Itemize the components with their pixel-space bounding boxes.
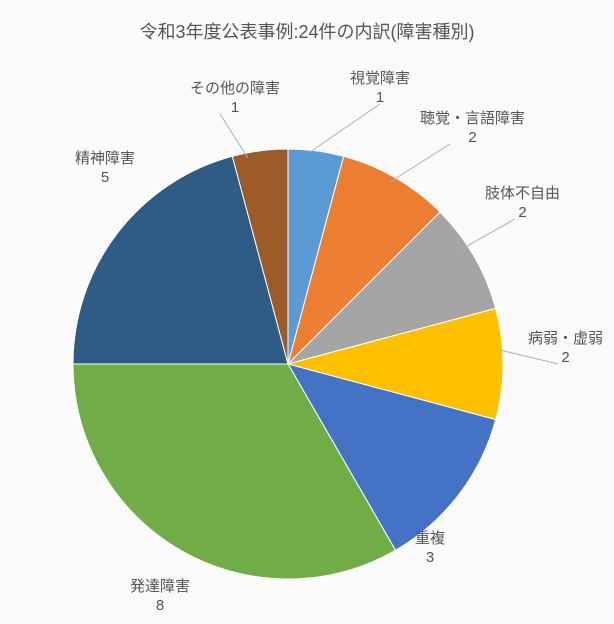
slice-label-text: 発達障害 (130, 578, 190, 597)
slice-label-text: 精神障害 (75, 150, 135, 169)
slice-label-value: 1 (190, 99, 280, 118)
slice-label-value: 5 (75, 169, 135, 188)
slice-label-value: 2 (420, 129, 525, 148)
slice-label: 重複3 (415, 530, 445, 568)
slice-label: 発達障害8 (130, 578, 190, 616)
slice-label: 視覚障害1 (350, 70, 410, 108)
leader-line (390, 144, 450, 182)
slice-label: 病弱・虚弱2 (528, 330, 603, 368)
slice-label-text: 重複 (415, 530, 445, 549)
slice-label-text: 視覚障害 (350, 70, 410, 89)
slice-label-text: 聴覚・言語障害 (420, 110, 525, 129)
slice-label-text: 肢体不自由 (485, 185, 560, 204)
leader-line (220, 114, 248, 158)
chart-title: 令和3年度公表事例:24件の内訳(障害種別) (0, 18, 614, 44)
slice-label: その他の障害1 (190, 80, 280, 118)
leader-line (310, 104, 380, 152)
slice-label: 聴覚・言語障害2 (420, 110, 525, 148)
pie-chart-svg (0, 0, 614, 624)
slice-label-value: 8 (130, 597, 190, 616)
slice-label-value: 3 (415, 549, 445, 568)
slice-label-value: 2 (528, 349, 603, 368)
slice-label-value: 1 (350, 89, 410, 108)
slice-label: 肢体不自由2 (485, 185, 560, 223)
slice-label-text: その他の障害 (190, 80, 280, 99)
leader-line (460, 219, 515, 250)
slice-label-value: 2 (485, 204, 560, 223)
slice-label: 精神障害5 (75, 150, 135, 188)
pie-chart-container: 令和3年度公表事例:24件の内訳(障害種別) 視覚障害1聴覚・言語障害2肢体不自… (0, 0, 614, 624)
slice-label-text: 病弱・虚弱 (528, 330, 603, 349)
